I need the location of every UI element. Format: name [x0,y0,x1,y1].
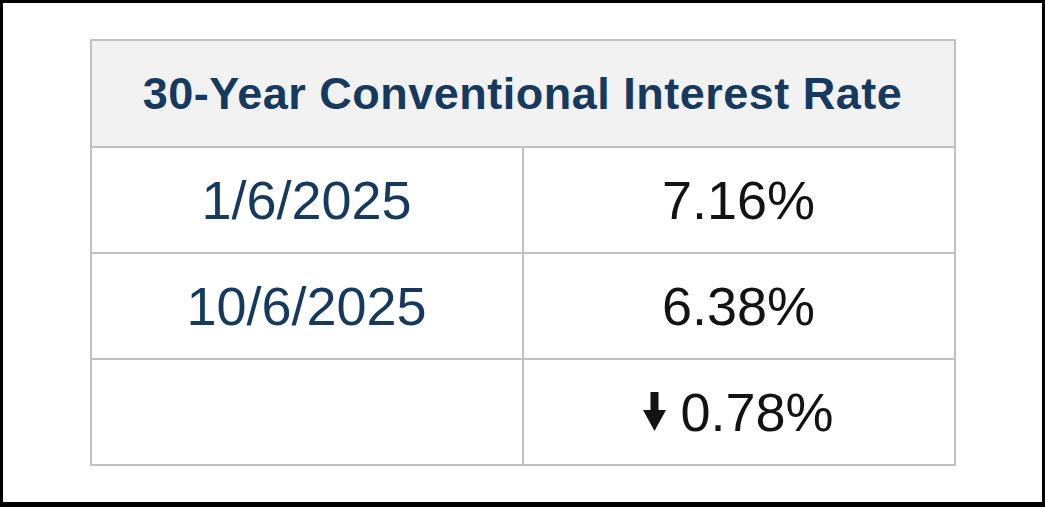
rate-value-cell: 6.38% [523,253,955,359]
table-row: 1/6/2025 7.16% [91,147,955,253]
page-frame: 30-Year Conventional Interest Rate 1/6/2… [0,0,1045,507]
interest-rate-table: 30-Year Conventional Interest Rate 1/6/2… [90,39,956,466]
down-arrow-icon [643,392,666,431]
date-cell: 1/6/2025 [91,147,523,253]
date-cell: 10/6/2025 [91,253,523,359]
rate-change: 0.78% [643,381,833,443]
table-row: 0.78% [91,359,955,465]
empty-cell [91,359,523,465]
rate-value-cell: 7.16% [523,147,955,253]
table-title: 30-Year Conventional Interest Rate [91,40,955,147]
rate-change-cell: 0.78% [523,359,955,465]
table-header-row: 30-Year Conventional Interest Rate [91,40,955,147]
table-row: 10/6/2025 6.38% [91,253,955,359]
rate-change-value: 0.78% [680,381,833,443]
